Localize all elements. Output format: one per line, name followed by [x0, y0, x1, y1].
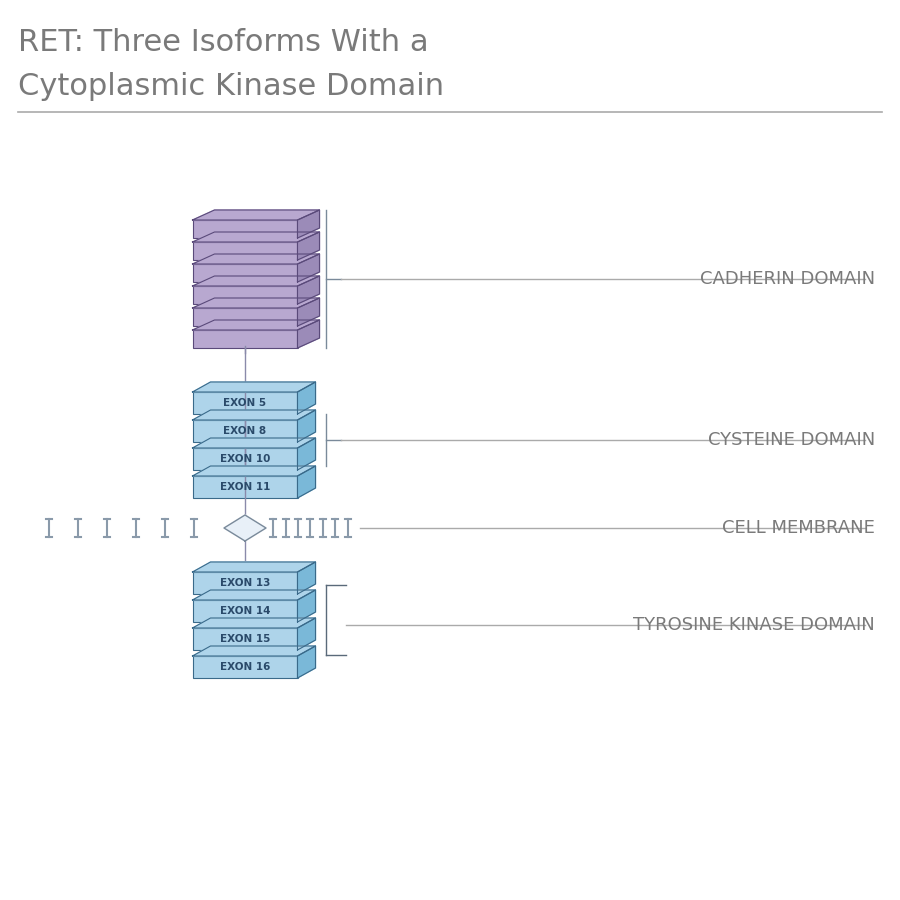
Text: EXON 10: EXON 10 [220, 454, 270, 464]
Polygon shape [193, 210, 320, 220]
Polygon shape [193, 382, 316, 392]
FancyBboxPatch shape [193, 600, 298, 622]
Polygon shape [193, 438, 316, 448]
Text: EXON 5: EXON 5 [223, 398, 266, 408]
FancyBboxPatch shape [193, 448, 298, 470]
Polygon shape [193, 618, 316, 628]
Polygon shape [193, 590, 316, 600]
Text: EXON 15: EXON 15 [220, 634, 270, 644]
Text: EXON 13: EXON 13 [220, 578, 270, 588]
Polygon shape [298, 646, 316, 678]
Text: CELL MEMBRANE: CELL MEMBRANE [722, 519, 875, 537]
Text: EXON 14: EXON 14 [220, 606, 270, 616]
Text: EXON 16: EXON 16 [220, 662, 270, 672]
Text: Cytoplasmic Kinase Domain: Cytoplasmic Kinase Domain [18, 72, 444, 101]
Polygon shape [193, 466, 316, 476]
FancyBboxPatch shape [193, 572, 298, 594]
FancyBboxPatch shape [193, 392, 298, 414]
Polygon shape [298, 410, 316, 442]
Text: EXON 8: EXON 8 [223, 426, 266, 436]
Polygon shape [193, 298, 320, 308]
FancyBboxPatch shape [193, 420, 298, 442]
FancyBboxPatch shape [193, 656, 298, 678]
Polygon shape [193, 410, 316, 420]
Text: RET: Three Isoforms With a: RET: Three Isoforms With a [18, 28, 428, 57]
Polygon shape [298, 590, 316, 622]
Polygon shape [298, 276, 320, 304]
Polygon shape [193, 320, 320, 330]
FancyBboxPatch shape [193, 628, 298, 650]
Polygon shape [298, 466, 316, 498]
FancyBboxPatch shape [193, 286, 298, 304]
Polygon shape [298, 382, 316, 414]
Polygon shape [193, 646, 316, 656]
Polygon shape [298, 210, 320, 238]
Text: CADHERIN DOMAIN: CADHERIN DOMAIN [700, 270, 875, 288]
FancyBboxPatch shape [193, 242, 298, 260]
Polygon shape [193, 276, 320, 286]
Text: EXON 11: EXON 11 [220, 482, 270, 492]
Polygon shape [298, 618, 316, 650]
Text: CYSTEINE DOMAIN: CYSTEINE DOMAIN [707, 431, 875, 449]
FancyBboxPatch shape [193, 308, 298, 326]
Polygon shape [298, 254, 320, 282]
FancyBboxPatch shape [193, 330, 298, 348]
FancyBboxPatch shape [193, 476, 298, 498]
Text: TYROSINE KINASE DOMAIN: TYROSINE KINASE DOMAIN [634, 616, 875, 634]
FancyBboxPatch shape [193, 264, 298, 282]
Polygon shape [298, 320, 320, 348]
Polygon shape [298, 562, 316, 594]
Polygon shape [193, 232, 320, 242]
Polygon shape [298, 438, 316, 470]
Polygon shape [298, 232, 320, 260]
Polygon shape [224, 515, 266, 541]
FancyBboxPatch shape [193, 220, 298, 238]
Polygon shape [193, 562, 316, 572]
Polygon shape [298, 298, 320, 326]
Polygon shape [193, 254, 320, 264]
